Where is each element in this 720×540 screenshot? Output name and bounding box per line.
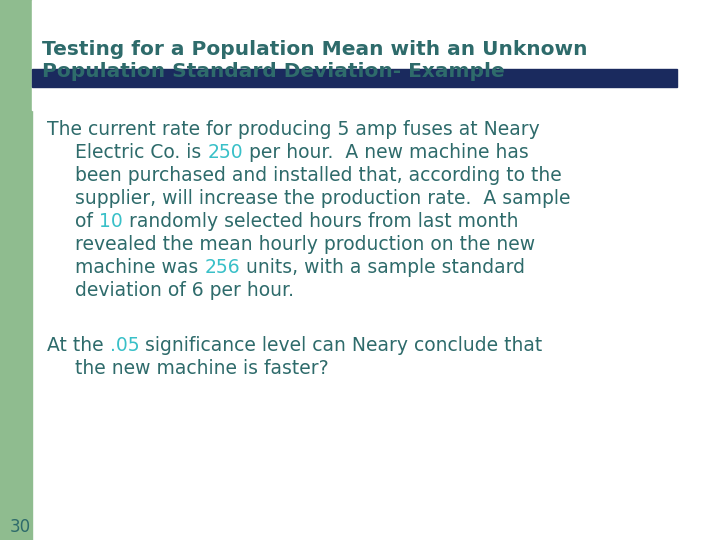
Text: At the: At the bbox=[47, 336, 109, 355]
Text: revealed the mean hourly production on the new: revealed the mean hourly production on t… bbox=[75, 235, 535, 254]
Text: Population Standard Deviation- Example: Population Standard Deviation- Example bbox=[42, 62, 505, 81]
Text: Testing for a Population Mean with an Unknown: Testing for a Population Mean with an Un… bbox=[42, 40, 588, 59]
Text: deviation of 6 per hour.: deviation of 6 per hour. bbox=[75, 281, 294, 300]
Bar bbox=[0, 0, 32, 540]
Text: per hour.  A new machine has: per hour. A new machine has bbox=[243, 143, 528, 162]
FancyBboxPatch shape bbox=[0, 0, 237, 85]
Text: 256: 256 bbox=[204, 258, 240, 277]
Text: been purchased and installed that, according to the: been purchased and installed that, accor… bbox=[75, 166, 562, 185]
Text: the new machine is faster?: the new machine is faster? bbox=[75, 359, 328, 378]
Text: The current rate for producing 5 amp fuses at Neary: The current rate for producing 5 amp fus… bbox=[47, 120, 540, 139]
Text: significance level can Neary conclude that: significance level can Neary conclude th… bbox=[139, 336, 542, 355]
Text: 250: 250 bbox=[207, 143, 243, 162]
Text: randomly selected hours from last month: randomly selected hours from last month bbox=[122, 212, 518, 231]
Text: 30: 30 bbox=[10, 518, 31, 536]
Text: Electric Co. is: Electric Co. is bbox=[75, 143, 207, 162]
Text: machine was: machine was bbox=[75, 258, 204, 277]
Text: .05: .05 bbox=[109, 336, 139, 355]
Text: units, with a sample standard: units, with a sample standard bbox=[240, 258, 525, 277]
Text: supplier, will increase the production rate.  A sample: supplier, will increase the production r… bbox=[75, 189, 570, 208]
Text: 10: 10 bbox=[99, 212, 122, 231]
Bar bbox=[32, 0, 712, 110]
Bar bbox=[32, 69, 677, 87]
Text: of: of bbox=[75, 212, 99, 231]
